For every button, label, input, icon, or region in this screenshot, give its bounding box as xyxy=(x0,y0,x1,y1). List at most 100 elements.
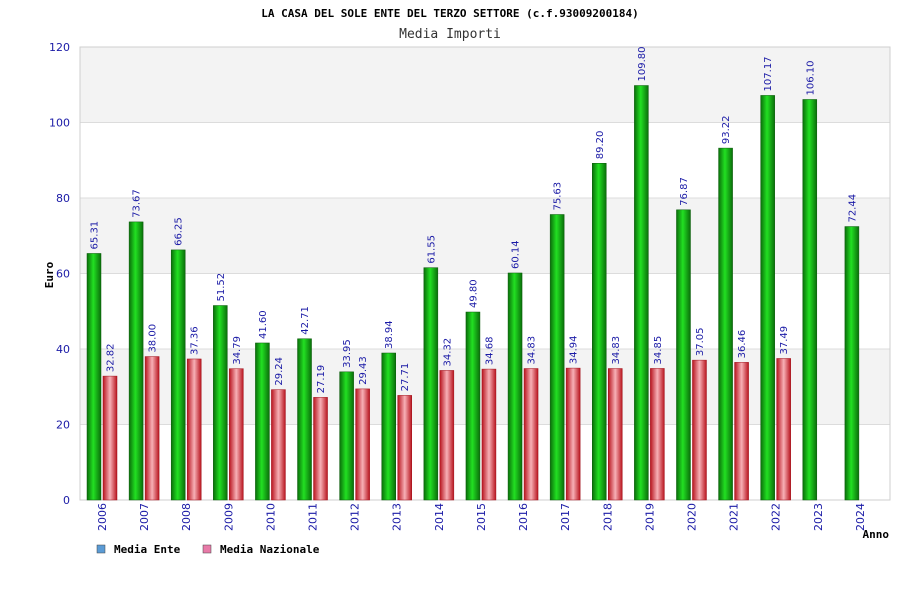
x-axis-label: Anno xyxy=(863,528,890,541)
bar-media-ente xyxy=(465,311,481,501)
bar-media-nazionale xyxy=(271,389,286,501)
x-tick-label: 2018 xyxy=(601,503,614,531)
y-tick-label: 0 xyxy=(63,494,70,507)
data-label: 37.36 xyxy=(190,326,201,355)
bar-media-nazionale xyxy=(734,362,749,501)
x-tick-label: 2007 xyxy=(138,503,151,531)
y-tick-label: 120 xyxy=(49,41,70,54)
bar-media-nazionale xyxy=(692,359,707,501)
bar-media-ente xyxy=(170,249,186,501)
x-axis-ticks: 2006 2007 2008 2009 2010 2011 2012 2013 2014 2015… xyxy=(96,503,867,531)
x-tick-label: 2019 xyxy=(643,503,656,531)
bar-media-nazionale xyxy=(229,368,244,501)
grid-band xyxy=(80,47,890,123)
legend-label-media-nazionale: Media Nazionale xyxy=(220,543,320,556)
x-tick-label: 2014 xyxy=(433,503,446,531)
bar-media-nazionale xyxy=(355,388,370,501)
data-label: 109.80 xyxy=(637,47,648,82)
x-tick-label: 2008 xyxy=(180,503,193,531)
data-label: 29.43 xyxy=(358,356,369,385)
data-label: 72.44 xyxy=(847,194,858,223)
bar-media-nazionale xyxy=(102,375,118,501)
data-label: 34.85 xyxy=(653,336,664,365)
data-label: 34.32 xyxy=(442,338,453,367)
data-label: 29.24 xyxy=(274,357,285,386)
x-tick-label: 2012 xyxy=(349,503,362,531)
bar-media-nazionale xyxy=(608,368,623,501)
data-label: 49.80 xyxy=(468,279,479,308)
y-tick-label: 80 xyxy=(56,192,70,205)
bar-media-nazionale xyxy=(186,358,202,501)
y-tick-label: 60 xyxy=(56,268,70,281)
grid-band xyxy=(80,198,890,274)
bar-media-nazionale xyxy=(523,368,539,501)
x-tick-label: 2023 xyxy=(812,503,825,531)
x-tick-label: 2020 xyxy=(685,503,698,531)
data-label: 75.63 xyxy=(553,182,564,211)
bar-media-ente xyxy=(634,85,649,501)
x-tick-label: 2006 xyxy=(96,503,109,531)
bar-media-ente xyxy=(549,214,565,501)
bar-media-nazionale xyxy=(313,397,328,501)
data-label: 34.79 xyxy=(232,336,243,365)
x-tick-label: 2015 xyxy=(475,503,488,531)
data-label: 34.83 xyxy=(527,336,538,365)
data-label: 27.19 xyxy=(316,365,327,394)
grid-band xyxy=(80,122,890,198)
bar-media-ente xyxy=(381,352,396,501)
data-label: 34.94 xyxy=(569,335,580,364)
bar-media-nazionale xyxy=(439,370,455,501)
data-label: 61.55 xyxy=(426,235,437,264)
bar-media-ente xyxy=(802,99,818,501)
legend-label-media-ente: Media Ente xyxy=(114,543,181,556)
chart-title: LA CASA DEL SOLE ENTE DEL TERZO SETTORE … xyxy=(261,7,639,20)
bar-media-ente xyxy=(676,209,691,501)
data-label: 66.25 xyxy=(174,217,185,246)
bar-media-nazionale xyxy=(144,356,160,501)
data-label: 27.71 xyxy=(400,363,411,392)
bar-media-ente xyxy=(592,163,607,501)
data-label: 76.87 xyxy=(679,177,690,206)
data-label: 73.67 xyxy=(132,189,143,218)
bar-media-nazionale xyxy=(397,395,412,501)
chart-subtitle: Media Importi xyxy=(399,27,501,42)
bar-media-ente xyxy=(339,371,354,501)
bar-media-ente xyxy=(507,272,523,501)
x-tick-label: 2017 xyxy=(559,503,572,531)
data-label: 106.10 xyxy=(805,60,816,95)
bar-media-ente xyxy=(86,253,102,501)
legend-swatch-media-nazionale xyxy=(202,544,212,554)
bar-media-ente xyxy=(423,267,439,501)
data-label: 37.05 xyxy=(695,327,706,356)
data-label: 60.14 xyxy=(511,240,522,269)
x-tick-label: 2009 xyxy=(222,503,235,531)
data-label: 51.52 xyxy=(216,273,227,302)
bar-media-ente xyxy=(297,338,312,501)
data-label: 38.94 xyxy=(384,320,395,349)
x-tick-label: 2022 xyxy=(770,503,783,531)
legend: Media Ente Media Nazionale xyxy=(96,543,320,556)
data-label: 38.00 xyxy=(148,324,159,353)
x-tick-label: 2016 xyxy=(517,503,530,531)
bar-media-ente xyxy=(844,226,860,501)
data-label: 93.22 xyxy=(721,115,732,144)
bar-media-ente xyxy=(255,342,270,501)
x-tick-label: 2010 xyxy=(264,503,277,531)
bar-media-nazionale xyxy=(565,367,581,501)
bar-media-ente xyxy=(213,305,228,501)
bar-media-nazionale xyxy=(650,368,665,501)
data-label: 34.83 xyxy=(611,336,622,365)
data-label: 41.60 xyxy=(258,310,269,339)
y-tick-label: 40 xyxy=(56,343,70,356)
data-label: 42.71 xyxy=(300,306,311,335)
data-label: 107.17 xyxy=(763,56,774,91)
data-label: 37.49 xyxy=(779,326,790,355)
legend-swatch-media-ente xyxy=(96,544,106,554)
x-tick-label: 2013 xyxy=(391,503,404,531)
data-label: 36.46 xyxy=(737,330,748,359)
x-tick-label: 2021 xyxy=(728,503,741,531)
plot-background xyxy=(79,46,891,501)
y-axis-ticks: 0 20 40 60 80 100 120 xyxy=(49,41,70,507)
data-label: 34.68 xyxy=(484,336,495,365)
